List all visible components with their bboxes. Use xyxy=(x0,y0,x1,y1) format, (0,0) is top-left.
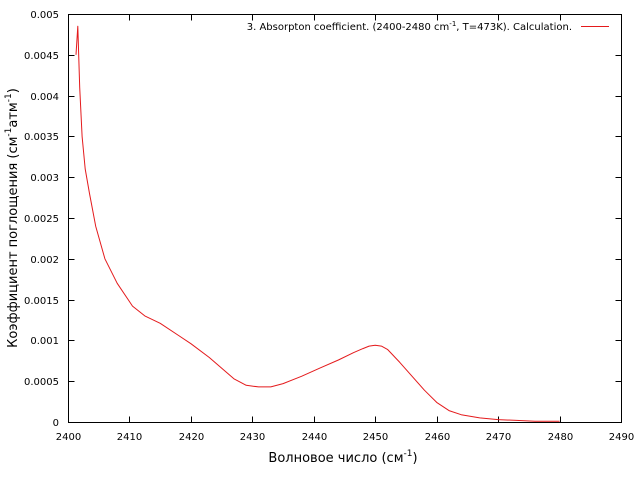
x-tick-label: 2430 xyxy=(240,432,265,443)
y-tick-label: 0.001 xyxy=(30,336,59,347)
x-axis-ticks: 2400 2410 2420 2430 2440 2450 2460 2470 2480 2490 xyxy=(56,14,634,443)
y-tick-label: 0.002 xyxy=(30,255,59,266)
series-layer xyxy=(75,25,560,422)
y-tick-label: 0.0025 xyxy=(24,214,59,225)
y-tick-label: 0.0045 xyxy=(24,51,59,62)
y-tick-label: 0.005 xyxy=(30,10,59,21)
x-tick-label: 2480 xyxy=(548,432,573,443)
y-tick-label: 0 xyxy=(53,418,59,429)
x-axis-title: Волновое число (см-1) xyxy=(268,449,417,466)
x-tick-label: 2490 xyxy=(609,432,634,443)
y-tick-label: 0.0005 xyxy=(24,377,59,388)
legend-label: 3. Absorpton coefficient. (2400-2480 cm-… xyxy=(247,20,572,33)
x-tick-label: 2470 xyxy=(486,432,511,443)
series-line xyxy=(75,25,560,422)
y-axis-ticks: 0 0.0005 0.001 0.0015 0.002 0.0025 0.003 0.0035… xyxy=(24,10,622,429)
x-tick-label: 2400 xyxy=(56,432,81,443)
x-tick-label: 2420 xyxy=(179,432,204,443)
legend: 3. Absorpton coefficient. (2400-2480 cm-… xyxy=(247,20,609,33)
y-tick-label: 0.003 xyxy=(30,173,59,184)
x-tick-label: 2450 xyxy=(363,432,388,443)
y-tick-label: 0.0035 xyxy=(24,132,59,143)
x-tick-label: 2410 xyxy=(117,432,142,443)
x-tick-label: 2440 xyxy=(302,432,327,443)
x-tick-label: 2460 xyxy=(425,432,450,443)
y-axis-title: Коэффициент поглощения (см-1атм-1) xyxy=(4,88,21,348)
y-tick-label: 0.004 xyxy=(30,92,59,103)
y-tick-label: 0.0015 xyxy=(24,296,59,307)
